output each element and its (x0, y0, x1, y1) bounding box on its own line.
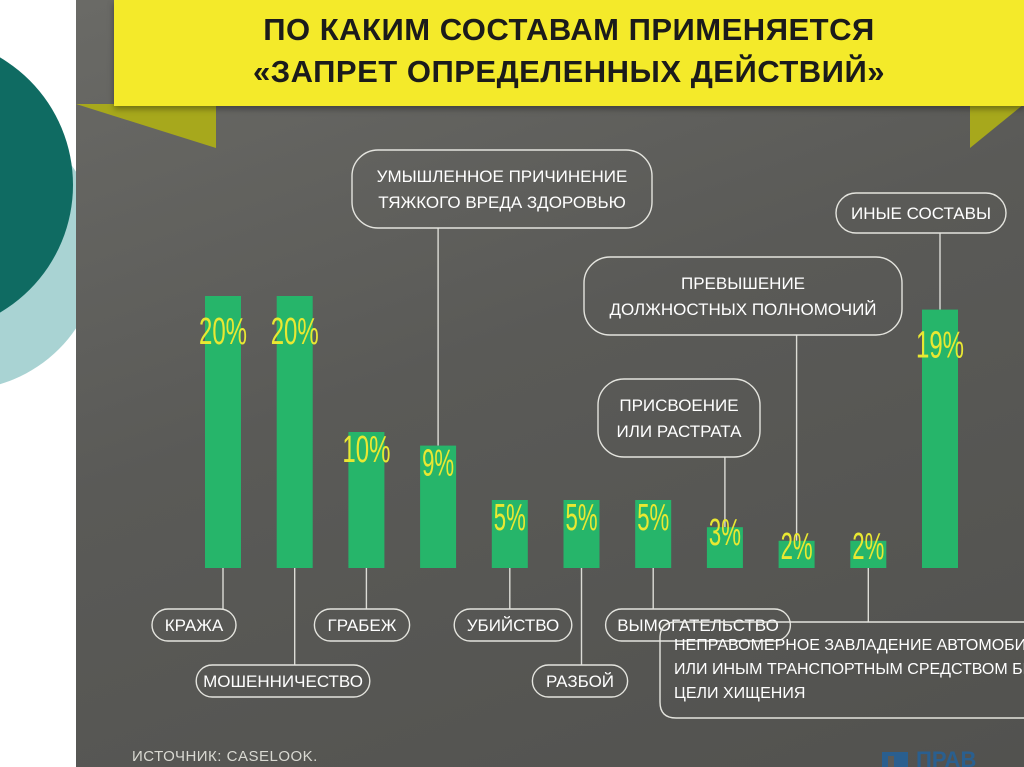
value-label: 20% (199, 311, 247, 353)
bar (348, 432, 385, 568)
value-label: 10% (342, 429, 390, 471)
callout-pill (313, 608, 411, 642)
banner-fold-right (970, 104, 1024, 148)
bar (922, 309, 958, 568)
category-label: ПРЕВЫШЕНИЕ (681, 274, 805, 293)
value-label: 5% (494, 497, 526, 539)
callout-pill (604, 608, 792, 642)
banner-fold-left (76, 104, 216, 148)
category-label: ИЛИ ИНЫМ ТРАНСПОРТНЫМ СРЕДСТВОМ БЕЗ (674, 661, 1024, 678)
title-line-2: «ЗАПРЕТ ОПРЕДЕЛЕННЫХ ДЕЙСТВИЙ» (253, 54, 885, 89)
callout-pill (151, 608, 237, 642)
category-label: ИНЫЕ СОСТАВЫ (851, 204, 991, 223)
value-label: 9% (422, 443, 454, 485)
logo-wordmark: ПРАВ (916, 748, 976, 767)
value-label: 19% (916, 325, 964, 367)
category-label: ТЯЖКОГО ВРЕДА ЗДОРОВЬЮ (378, 193, 626, 212)
category-label: ЦЕЛИ ХИЩЕНИЯ (674, 685, 805, 702)
bar (778, 540, 815, 568)
category-label: КРАЖА (165, 616, 224, 635)
category-label: УМЫШЛЕННОЕ ПРИЧИНЕНИЕ (377, 167, 628, 186)
callout-box (351, 149, 653, 229)
title-line-1: ПО КАКИМ СОСТАВАМ ПРИМЕНЯЕТСЯ (263, 12, 875, 47)
bar (205, 296, 241, 568)
bar (276, 296, 313, 568)
category-label: ПРИСВОЕНИЕ (619, 396, 738, 415)
category-label: ДОЛЖНОСТНЫХ ПОЛНОМОЧИЙ (609, 300, 876, 319)
value-label: 2% (781, 526, 813, 568)
category-label: ИЛИ РАСТРАТА (617, 422, 743, 441)
callout-box (835, 192, 1007, 234)
callout-box (659, 621, 1024, 719)
callout-pill (531, 664, 629, 698)
value-label: 20% (271, 311, 319, 353)
value-label: 2% (852, 526, 884, 568)
bar (491, 500, 528, 568)
category-label: РАЗБОЙ (546, 672, 614, 691)
category-label: ВЫМОГАТЕЛЬСТВО (617, 616, 779, 635)
bar (635, 500, 672, 568)
source-note: ИСТОЧНИК: CASELOOK. (132, 748, 318, 765)
slide-decoration (0, 57, 80, 385)
deco-circle-dark (0, 57, 73, 313)
bar (850, 540, 887, 568)
category-label: НЕПРАВОМЕРНОЕ ЗАВЛАДЕНИЕ АВТОМОБИЛЕМ (674, 637, 1024, 654)
category-label: ГРАБЕЖ (328, 616, 397, 635)
callout-pill (195, 664, 371, 698)
value-label: 5% (566, 497, 598, 539)
brand-logo: ПРАВ (882, 748, 976, 767)
category-label: УБИЙСТВО (467, 616, 560, 635)
bar (420, 445, 457, 568)
title-banner: ПО КАКИМ СОСТАВАМ ПРИМЕНЯЕТСЯ «ЗАПРЕТ ОП… (114, 0, 1024, 106)
bar (563, 500, 600, 568)
value-label: 3% (709, 512, 741, 554)
bar (706, 527, 743, 568)
value-label: 5% (637, 497, 669, 539)
category-label: МОШЕННИЧЕСТВО (203, 672, 363, 691)
callout-pill (453, 608, 573, 642)
callout-box (583, 256, 903, 336)
callout-box (597, 378, 761, 458)
logo-mark-icon (882, 752, 908, 767)
